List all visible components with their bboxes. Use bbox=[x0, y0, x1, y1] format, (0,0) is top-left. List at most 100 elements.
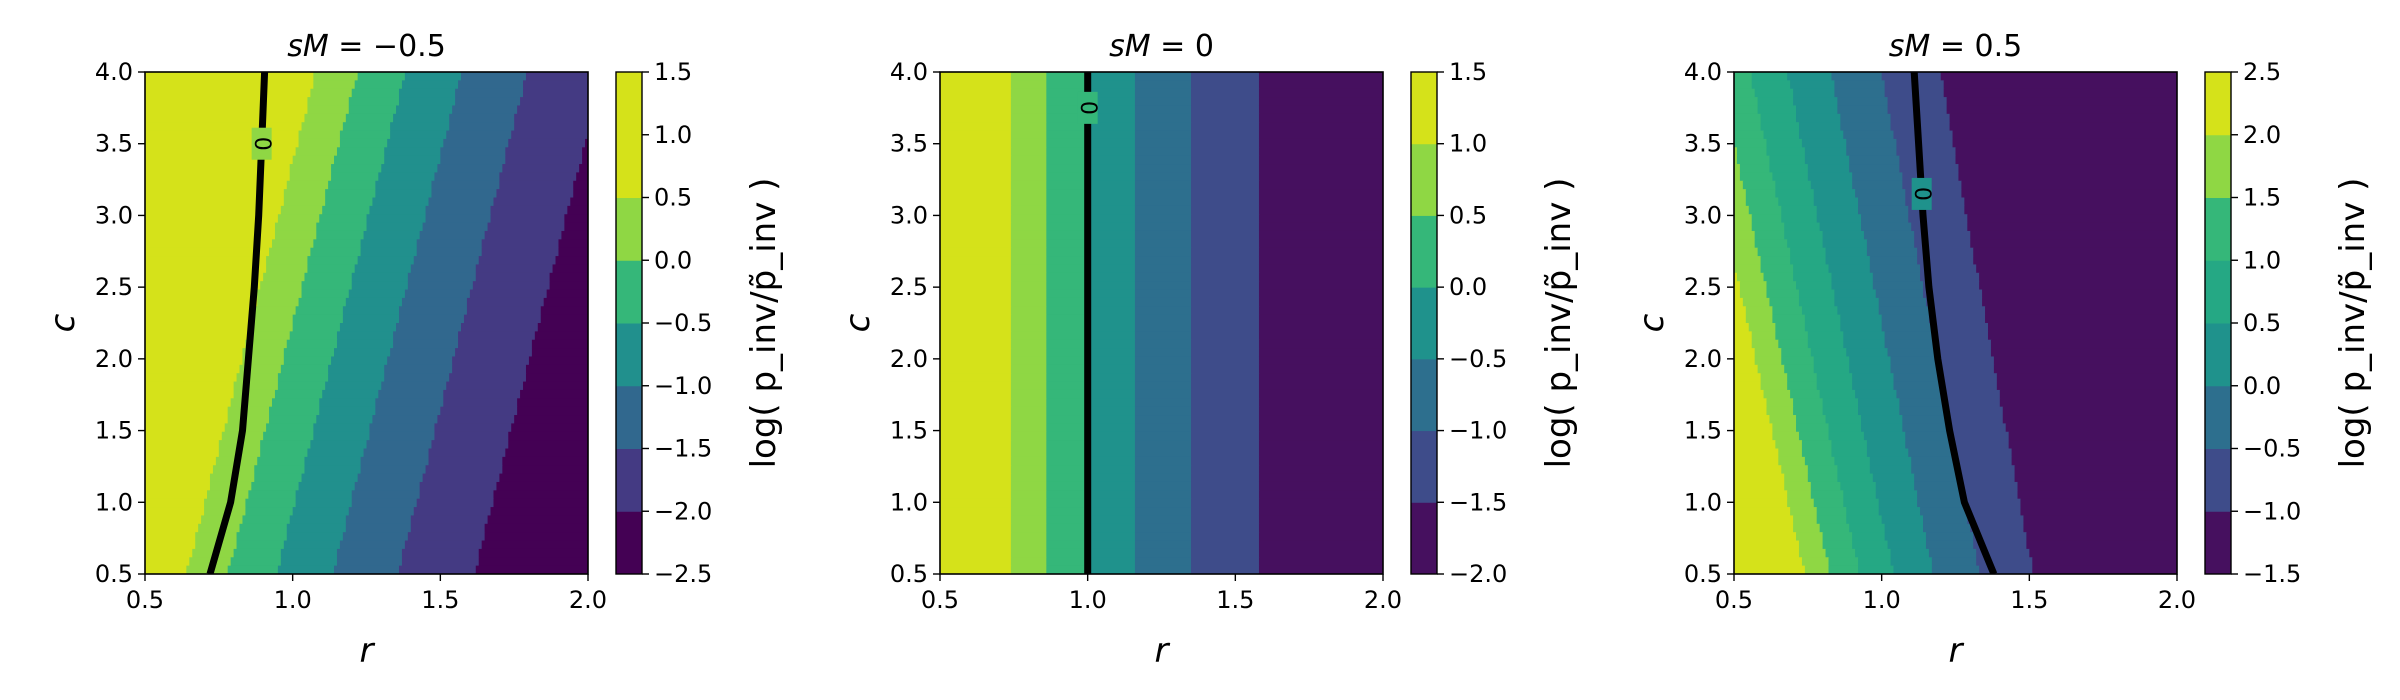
colorbar-band bbox=[616, 385, 642, 449]
colorbar-tick-label: 0.0 bbox=[1449, 273, 1487, 301]
colorbar-tick-label: 0.5 bbox=[2243, 309, 2281, 337]
colorbar-tick-label: 0.0 bbox=[2243, 372, 2281, 400]
colorbar-tick-label: 2.5 bbox=[2243, 58, 2281, 86]
colorbar-tick-label: −1.0 bbox=[1449, 417, 1507, 445]
y-axis-label: c bbox=[838, 313, 878, 332]
contour-fill bbox=[1734, 72, 2177, 574]
colorbar-frame bbox=[1410, 71, 1438, 575]
y-tick-label: 4.0 bbox=[890, 58, 928, 86]
colorbar-band bbox=[2205, 72, 2231, 136]
colorbar-tick-label: −0.5 bbox=[654, 309, 712, 337]
colorbar-tick-label: −0.5 bbox=[1449, 345, 1507, 373]
colorbar: −1.5 −1.0 −0.5 0.0 0.5 1.0 1.5 2.0 2.5 log( p_inv… bbox=[2204, 58, 2373, 588]
zero-contour-line bbox=[1910, 72, 1998, 574]
x-tick-label: 1.5 bbox=[421, 586, 459, 614]
colorbar-band bbox=[2205, 134, 2231, 198]
colorbar: −2.5 −2.0 −1.5 −1.0 −0.5 0.0 0.5 1.0 1.5 log( p_i… bbox=[615, 58, 784, 588]
colorbar-band bbox=[2205, 511, 2231, 575]
x-tick-label: 0.5 bbox=[126, 586, 164, 614]
x-axis-label: r bbox=[1155, 631, 1171, 671]
colorbar-band bbox=[1411, 215, 1437, 288]
y-tick-label: 1.0 bbox=[1684, 488, 1722, 516]
x-tick-label: 2.0 bbox=[1364, 586, 1402, 614]
x-axis-label: r bbox=[1949, 631, 1965, 671]
colorbar-band bbox=[2205, 385, 2231, 449]
y-tick-label: 4.0 bbox=[1684, 58, 1722, 86]
colorbar-band bbox=[1411, 502, 1437, 575]
colorbar-tick-label: −2.5 bbox=[654, 560, 712, 588]
colorbar-tick-label: 1.5 bbox=[2243, 184, 2281, 212]
colorbar-band bbox=[616, 448, 642, 512]
colorbar-band bbox=[616, 197, 642, 261]
zero-contour-label: 0 bbox=[1075, 101, 1100, 115]
y-tick-label: 0.5 bbox=[95, 560, 133, 588]
plot-frame bbox=[144, 71, 589, 575]
y-tick-label: 1.5 bbox=[95, 417, 133, 445]
colorbar-tick-label: 1.5 bbox=[1449, 58, 1487, 86]
colorbar-tick-label: 1.0 bbox=[2243, 246, 2281, 274]
y-tick-label: 3.5 bbox=[1684, 130, 1722, 158]
colorbar-band bbox=[2205, 197, 2231, 261]
colorbar-label: log( p_inv/p̃_inv ) bbox=[1539, 178, 1579, 469]
x-tick-label: 2.0 bbox=[569, 586, 607, 614]
y-tick-label: 3.0 bbox=[1684, 201, 1722, 229]
colorbar-tick-label: 0.0 bbox=[654, 246, 692, 274]
chart-title: sM = 0.5 bbox=[1889, 29, 2022, 64]
colorbar-band bbox=[616, 72, 642, 136]
x-tick-label: 1.0 bbox=[274, 586, 312, 614]
y-tick-label: 3.5 bbox=[95, 130, 133, 158]
colorbar-band bbox=[2205, 323, 2231, 387]
colorbar-tick-label: −1.0 bbox=[654, 372, 712, 400]
colorbar-band bbox=[1411, 143, 1437, 216]
colorbar-band bbox=[616, 134, 642, 198]
x-tick-label: 1.5 bbox=[2010, 586, 2048, 614]
colorbar-band bbox=[2205, 448, 2231, 512]
colorbar-band bbox=[616, 511, 642, 575]
y-tick-label: 0.5 bbox=[890, 560, 928, 588]
zero-contour-label: 0 bbox=[1909, 187, 1934, 201]
colorbar-tick-label: 2.0 bbox=[2243, 121, 2281, 149]
colorbar-label: log( p_inv/p̃_inv ) bbox=[2333, 178, 2373, 469]
colorbar-band bbox=[1411, 72, 1437, 145]
y-tick-label: 2.5 bbox=[95, 273, 133, 301]
contour-fill bbox=[940, 72, 1383, 574]
x-tick-label: 1.0 bbox=[1069, 586, 1107, 614]
colorbar-band bbox=[1411, 287, 1437, 360]
colorbar-label: log( p_inv/p̃_inv ) bbox=[744, 178, 784, 469]
y-tick-label: 1.0 bbox=[890, 488, 928, 516]
y-tick-label: 1.0 bbox=[95, 488, 133, 516]
y-tick-label: 2.0 bbox=[1684, 345, 1722, 373]
y-tick-label: 3.5 bbox=[890, 130, 928, 158]
colorbar-band bbox=[1411, 358, 1437, 432]
colorbar: −2.0 −1.5 −1.0 −0.5 0.0 0.5 1.0 1.5 log( p_inv/p… bbox=[1410, 58, 1579, 588]
y-tick-label: 2.5 bbox=[1684, 273, 1722, 301]
contour-fill bbox=[145, 72, 588, 574]
x-tick-label: 1.5 bbox=[1216, 586, 1254, 614]
y-axis-label: c bbox=[1632, 313, 1672, 332]
colorbar-tick-label: 1.5 bbox=[654, 58, 692, 86]
x-axis-label: r bbox=[360, 631, 376, 671]
x-tick-label: 1.0 bbox=[1863, 586, 1901, 614]
y-tick-label: 1.5 bbox=[890, 417, 928, 445]
colorbar-band bbox=[616, 323, 642, 387]
chart-title: sM = −0.5 bbox=[287, 29, 446, 64]
colorbar-tick-label: −1.5 bbox=[1449, 488, 1507, 516]
colorbar-tick-label: 0.5 bbox=[654, 184, 692, 212]
chart-title: sM = 0 bbox=[1109, 29, 1214, 64]
colorbar-tick-label: −1.5 bbox=[654, 435, 712, 463]
y-tick-label: 3.0 bbox=[890, 201, 928, 229]
chart-panel-2: 0 0.5 1.0 1.5 2.0 0.5 1.0 1.5 2.0 2.5 3.0 3.5 4.0 r c s… bbox=[838, 29, 1579, 671]
colorbar-tick-label: 1.0 bbox=[654, 121, 692, 149]
colorbar-tick-label: 0.5 bbox=[1449, 201, 1487, 229]
chart-panel-1: 0 0.5 1.0 1.5 2.0 0.5 1.0 1.5 2.0 2.5 3.0 3.5 4.0 r c s… bbox=[43, 29, 784, 671]
x-tick-label: 0.5 bbox=[921, 586, 959, 614]
colorbar-tick-label: 1.0 bbox=[1449, 130, 1487, 158]
y-tick-label: 2.5 bbox=[890, 273, 928, 301]
y-tick-label: 2.0 bbox=[95, 345, 133, 373]
y-axis-label: c bbox=[43, 313, 83, 332]
colorbar-band bbox=[616, 260, 642, 324]
x-tick-label: 2.0 bbox=[2158, 586, 2196, 614]
colorbar-tick-label: −2.0 bbox=[1449, 560, 1507, 588]
plot-frame bbox=[1733, 71, 2178, 575]
